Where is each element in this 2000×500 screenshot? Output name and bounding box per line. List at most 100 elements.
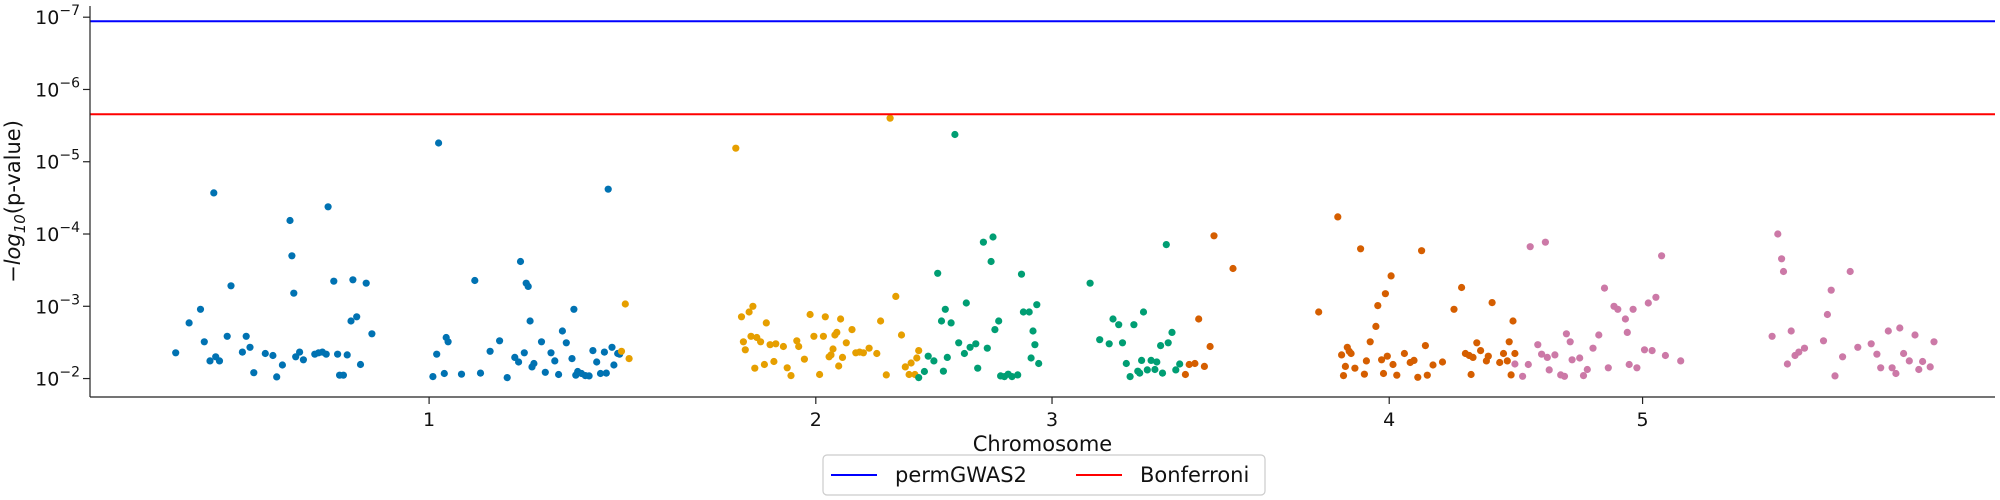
data-point bbox=[924, 352, 932, 360]
data-point bbox=[882, 371, 890, 379]
data-point bbox=[1147, 356, 1155, 364]
data-point bbox=[1096, 336, 1104, 344]
data-point bbox=[440, 369, 448, 378]
data-point bbox=[745, 308, 753, 316]
data-point bbox=[1339, 372, 1348, 380]
data-point bbox=[749, 302, 757, 310]
data-point bbox=[795, 342, 803, 351]
data-point bbox=[1543, 353, 1551, 361]
data-point bbox=[1823, 310, 1831, 319]
data-point bbox=[766, 341, 774, 349]
data-point bbox=[227, 282, 235, 290]
data-point bbox=[1450, 305, 1458, 313]
data-point bbox=[435, 139, 443, 147]
data-point bbox=[429, 373, 437, 381]
data-point bbox=[343, 351, 351, 359]
data-point bbox=[625, 355, 633, 363]
data-point bbox=[915, 374, 923, 382]
data-point bbox=[1210, 232, 1218, 240]
data-point bbox=[1477, 347, 1485, 355]
data-point bbox=[920, 367, 929, 376]
data-point bbox=[1541, 238, 1549, 246]
data-point bbox=[827, 351, 835, 359]
data-point bbox=[1831, 372, 1839, 380]
data-point bbox=[215, 357, 224, 365]
x-tick-label: 2 bbox=[810, 409, 822, 431]
data-point bbox=[1357, 245, 1365, 253]
data-point bbox=[1118, 339, 1127, 347]
data-point bbox=[1774, 230, 1782, 238]
data-point bbox=[600, 348, 609, 356]
chromosome-3-points bbox=[915, 130, 1184, 382]
data-point bbox=[1614, 305, 1622, 313]
data-point bbox=[1595, 331, 1603, 339]
chromosome-2-points bbox=[617, 114, 923, 380]
data-point bbox=[1195, 315, 1203, 323]
data-point bbox=[892, 292, 900, 300]
data-point bbox=[1423, 371, 1431, 379]
data-point bbox=[286, 216, 294, 225]
data-point bbox=[835, 362, 843, 370]
y-tick-label: 10−5 bbox=[35, 148, 80, 174]
data-point bbox=[1387, 272, 1395, 280]
chromosome-4-points bbox=[1181, 213, 1519, 381]
data-point bbox=[1505, 338, 1513, 346]
data-point bbox=[1839, 353, 1847, 361]
data-point bbox=[1661, 351, 1669, 360]
data-point bbox=[1130, 321, 1138, 329]
data-point bbox=[541, 368, 549, 376]
data-point bbox=[1562, 330, 1570, 338]
data-point bbox=[1008, 373, 1016, 381]
data-point bbox=[886, 114, 894, 122]
data-point bbox=[951, 130, 959, 139]
data-point bbox=[555, 370, 563, 379]
data-point bbox=[1347, 349, 1355, 358]
threshold-lines bbox=[90, 20, 1995, 116]
data-point bbox=[1158, 369, 1167, 377]
data-point bbox=[1621, 315, 1629, 323]
data-point bbox=[737, 313, 746, 321]
data-point bbox=[1360, 370, 1368, 378]
data-point bbox=[877, 317, 885, 325]
data-point bbox=[1162, 241, 1170, 249]
data-point bbox=[1579, 372, 1588, 380]
data-point bbox=[810, 332, 818, 340]
x-tick-label: 3 bbox=[1046, 409, 1058, 431]
points-layer bbox=[172, 114, 1938, 382]
data-point bbox=[1779, 267, 1788, 276]
data-point bbox=[1509, 317, 1517, 325]
data-point bbox=[1378, 356, 1386, 364]
y-tick-label: 10−3 bbox=[35, 292, 80, 318]
data-point bbox=[362, 279, 370, 287]
x-axis-ticks: 1 2 3 4 5 bbox=[423, 397, 1649, 431]
data-point bbox=[444, 338, 452, 346]
data-point bbox=[1915, 365, 1923, 374]
data-point bbox=[200, 338, 208, 346]
data-point bbox=[1919, 357, 1927, 366]
data-point bbox=[1604, 364, 1612, 372]
data-point bbox=[1185, 360, 1193, 369]
data-point bbox=[732, 144, 740, 152]
data-point bbox=[1652, 293, 1660, 301]
data-point bbox=[273, 373, 281, 381]
data-point bbox=[747, 332, 755, 340]
data-point bbox=[1867, 340, 1875, 348]
data-point bbox=[1136, 369, 1144, 377]
data-point bbox=[185, 319, 193, 327]
data-point bbox=[897, 331, 906, 339]
data-point bbox=[278, 361, 286, 369]
data-point bbox=[821, 313, 829, 321]
data-point bbox=[1526, 243, 1534, 251]
data-point bbox=[905, 370, 913, 379]
data-point bbox=[806, 310, 814, 319]
data-point bbox=[1524, 360, 1532, 369]
data-point bbox=[593, 358, 601, 366]
data-point bbox=[819, 332, 828, 340]
data-point bbox=[520, 349, 528, 357]
data-point bbox=[1033, 301, 1041, 309]
data-point bbox=[1600, 284, 1609, 292]
data-point bbox=[783, 364, 791, 372]
data-point bbox=[947, 319, 955, 327]
data-point bbox=[793, 337, 801, 345]
data-point bbox=[1900, 349, 1908, 358]
